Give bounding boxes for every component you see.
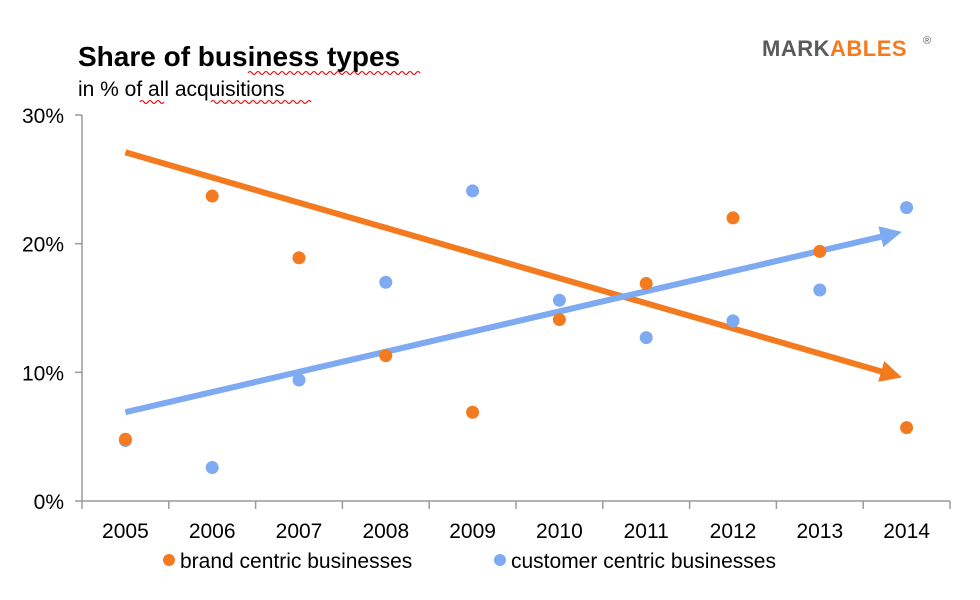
chart-title: Share of business types <box>78 41 400 72</box>
x-axis: 2005 2006 2007 2008 2009 2010 2011 2012 2013 2014 <box>82 501 950 543</box>
markables-logo: MARKABLES ® <box>762 35 931 61</box>
x-tick-label: 2011 <box>624 520 669 543</box>
brand-point <box>379 349 392 362</box>
y-axis: 0% 10% 20% 30% <box>22 105 82 514</box>
customer-point <box>466 184 479 197</box>
customer-point <box>727 314 740 327</box>
x-tick-label: 2010 <box>536 520 583 543</box>
brand-point <box>900 421 913 434</box>
x-tick-label: 2012 <box>710 520 757 543</box>
customer-point <box>553 294 566 307</box>
customer-point <box>293 374 306 387</box>
x-tick-label: 2009 <box>449 520 496 543</box>
y-tick-label: 0% <box>34 491 64 514</box>
data-points <box>119 184 913 474</box>
chart-subtitle: in % of all acquisitions <box>78 78 285 101</box>
logo-text-dark: MARK <box>762 36 830 61</box>
x-tick-label: 2014 <box>883 520 930 543</box>
x-tick-label: 2005 <box>102 520 149 543</box>
legend: brand centric businesses customer centric… <box>163 550 776 573</box>
trend-arrows <box>125 152 887 412</box>
x-tick-label: 2013 <box>796 520 843 543</box>
x-tick-label: 2006 <box>189 520 236 543</box>
legend-marker-customer <box>494 554 506 566</box>
y-tick-label: 20% <box>22 234 64 257</box>
brand-point <box>813 245 826 258</box>
brand-point <box>293 251 306 264</box>
legend-marker-brand <box>163 554 175 566</box>
logo-text-accent: ABLES <box>830 36 907 61</box>
legend-label-customer: customer centric businesses <box>511 550 776 573</box>
legend-label-brand: brand centric businesses <box>180 550 412 573</box>
y-tick-label: 10% <box>22 362 64 385</box>
brand-point <box>119 433 132 446</box>
brand-point <box>553 313 566 326</box>
x-tick-label: 2008 <box>362 520 409 543</box>
brand-point <box>727 211 740 224</box>
brand-point <box>206 190 219 203</box>
logo-registered-mark: ® <box>923 35 931 47</box>
svg-text:MARKABLES: MARKABLES <box>762 36 907 61</box>
customer-point <box>900 201 913 214</box>
customer-point <box>206 461 219 474</box>
y-tick-label: 30% <box>22 105 64 128</box>
x-tick-label: 2007 <box>276 520 323 543</box>
customer-point <box>640 331 653 344</box>
brand-point <box>640 277 653 290</box>
customer-point <box>379 276 392 289</box>
customer-point <box>813 283 826 296</box>
brand-point <box>466 406 479 419</box>
